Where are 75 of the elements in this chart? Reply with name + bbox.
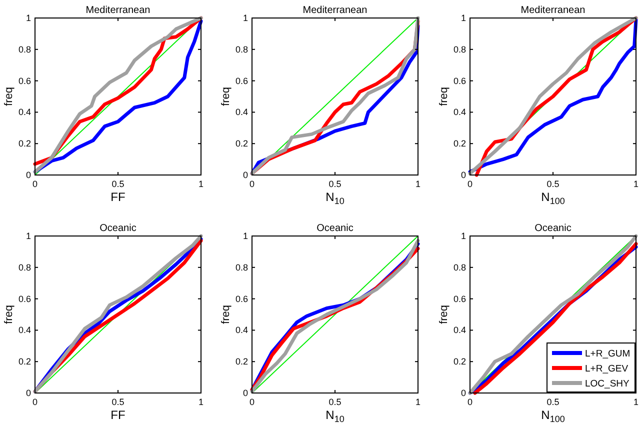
y-tick-label: 0.6	[235, 76, 248, 86]
x-tick-label: 0.5	[112, 397, 124, 407]
legend-label: L+R_GEV	[585, 364, 629, 374]
y-axis-title: freq	[3, 87, 15, 106]
y-tick-label: 0.8	[18, 44, 31, 54]
y-axis-title: freq	[438, 305, 450, 324]
y-tick-label: 0	[242, 388, 248, 398]
y-tick-label: 1	[460, 13, 466, 23]
y-axis-title: freq	[220, 305, 232, 324]
y-tick-label: 0.6	[18, 294, 31, 304]
y-tick-label: 0.4	[18, 107, 31, 118]
x-axis-title: FF	[110, 190, 126, 204]
y-tick-label: 0.6	[235, 294, 248, 304]
chart-title: Mediterranean	[86, 5, 150, 16]
chart-title: Oceanic	[100, 223, 136, 234]
y-tick-label: 0.2	[18, 356, 31, 367]
y-tick-label: 0.2	[453, 138, 466, 149]
y-tick-label: 0	[26, 388, 31, 398]
y-tick-label: 0.2	[18, 138, 31, 149]
legend-label: L+R_GUM	[585, 348, 630, 360]
y-tick-label: 0	[460, 170, 466, 180]
x-tick-label: 1	[198, 179, 204, 189]
x-tick-label: 0	[467, 397, 473, 407]
x-tick-label: 0.5	[328, 179, 342, 189]
y-tick-label: 0.2	[235, 138, 248, 149]
y-tick-label: 1	[26, 231, 31, 241]
y-tick-label: 1	[242, 231, 248, 241]
x-tick-label: 0.5	[546, 179, 560, 189]
y-tick-label: 1	[26, 13, 31, 23]
y-tick-label: 0.6	[453, 76, 466, 86]
y-axis-title: freq	[220, 87, 232, 106]
chart-title: Mediterranean	[520, 5, 586, 16]
y-tick-label: 0.8	[18, 262, 31, 272]
chart-title: Mediterranean	[302, 5, 368, 16]
y-tick-label: 0.4	[453, 325, 466, 336]
x-tick-label: 0	[249, 179, 255, 189]
y-tick-label: 0.2	[235, 356, 248, 367]
x-tick-label: 0.5	[546, 397, 560, 407]
x-axis-title: N$_{10}$	[326, 408, 344, 424]
x-tick-label: 1	[633, 397, 639, 407]
y-tick-label: 0.2	[453, 356, 466, 367]
y-tick-label: 0.4	[18, 325, 31, 336]
x-tick-label: 1	[198, 397, 204, 407]
y-tick-label: 0.8	[235, 44, 248, 54]
x-tick-label: 0	[32, 397, 38, 407]
legend-label: LOC_SHY	[585, 378, 630, 390]
y-axis-title: freq	[438, 87, 450, 106]
x-tick-label: 1	[633, 179, 639, 189]
y-tick-label: 1	[242, 13, 248, 23]
x-tick-label: 0	[249, 397, 255, 407]
y-tick-label: 0.8	[453, 44, 466, 54]
chart-title: Oceanic	[316, 223, 354, 234]
x-axis-title: FF	[110, 408, 126, 422]
x-tick-label: 0	[467, 179, 473, 189]
y-tick-label: 0.4	[235, 325, 248, 336]
y-tick-label: 0.4	[453, 107, 466, 118]
x-axis-title: N$_{100}$	[541, 408, 565, 424]
x-tick-label: 0	[32, 179, 38, 189]
x-tick-label: 0.5	[112, 179, 124, 189]
y-tick-label: 0	[26, 170, 31, 180]
y-tick-label: 0.6	[453, 294, 466, 304]
y-axis-title: freq	[3, 305, 15, 324]
x-tick-label: 1	[415, 397, 421, 407]
y-tick-label: 0.8	[453, 262, 466, 272]
y-tick-label: 0.6	[18, 76, 31, 86]
y-tick-label: 1	[460, 231, 466, 241]
x-axis-title: N$_{100}$	[541, 190, 565, 206]
chart-title: Oceanic	[534, 223, 572, 234]
y-tick-label: 0	[242, 170, 248, 180]
y-tick-label: 0.4	[235, 107, 248, 118]
y-tick-label: 0	[460, 388, 466, 398]
x-tick-label: 1	[415, 179, 421, 189]
x-tick-label: 0.5	[328, 397, 342, 407]
x-axis-title: N$_{10}$	[326, 190, 344, 206]
y-tick-label: 0.8	[235, 262, 248, 272]
